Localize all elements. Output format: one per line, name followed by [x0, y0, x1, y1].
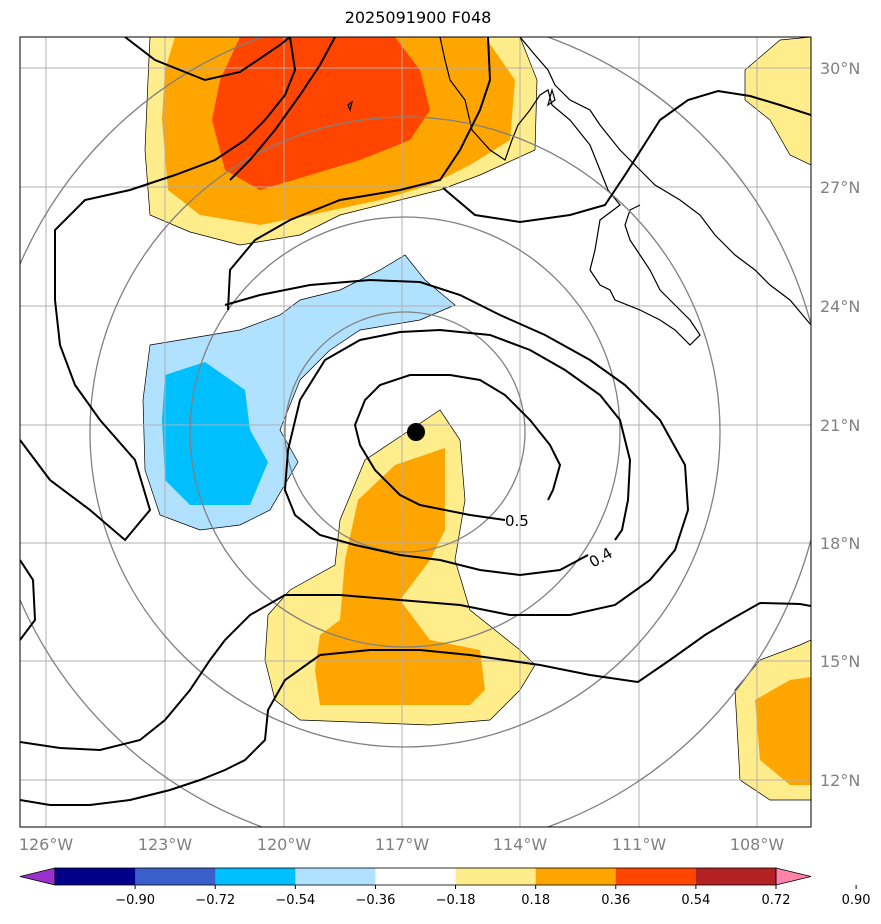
colorbar-segment	[535, 868, 617, 885]
contour-label-0-5: 0.5	[505, 512, 529, 530]
contour-0-5	[353, 374, 562, 521]
colorbar-tick-label: 0.72	[762, 893, 791, 908]
colorbar-segment	[455, 868, 537, 885]
lat-label: 30°N	[820, 59, 860, 78]
distance-rings	[20, 37, 811, 827]
positive-region-northeast	[745, 37, 811, 165]
lon-label: 120°W	[257, 835, 312, 854]
colorbar-segment	[215, 868, 296, 885]
colorbar-segment	[55, 868, 136, 885]
lat-label: 15°N	[820, 652, 860, 671]
colorbar-extend-low	[19, 867, 56, 886]
contour-outer-1	[20, 37, 297, 542]
fill-outlines	[142, 37, 811, 801]
colorbar-tick-label: −0.36	[356, 893, 396, 908]
colorbar: −0.90 −0.72 −0.54 −0.36 −0.18 0.18 0.36 0.54 0.7…	[19, 867, 871, 908]
contour-outer-8	[229, 37, 336, 181]
positive-region-north-strong	[212, 37, 430, 190]
filled-contours	[143, 37, 811, 800]
colorbar-frame	[54, 867, 777, 886]
contour-outer-6	[20, 559, 37, 641]
contour-outer-5	[442, 89, 811, 224]
gridlines	[20, 37, 811, 827]
contour-label-0-4: 0.4	[586, 544, 616, 572]
contour-outer-7	[124, 37, 291, 82]
colorbar-tick-label: −0.54	[275, 893, 315, 908]
colorbar-tick-label: 0.90	[842, 893, 871, 908]
lon-label: 123°W	[138, 835, 193, 854]
lat-label: 21°N	[820, 416, 860, 435]
contours	[20, 37, 811, 806]
lat-label: 18°N	[820, 534, 860, 553]
lat-labels: 30°N 27°N 24°N 21°N 18°N 15°N 12°N	[820, 59, 860, 790]
positive-region-south-medium	[315, 448, 485, 705]
negative-region-west-medium	[162, 362, 268, 505]
lat-label: 24°N	[820, 297, 860, 316]
colorbar-tick-label: −0.72	[195, 893, 235, 908]
coastline	[347, 37, 811, 346]
colorbar-tick-label: −0.18	[436, 893, 476, 908]
storm-center-marker	[407, 423, 425, 441]
lon-label: 117°W	[375, 835, 430, 854]
lon-label: 108°W	[730, 835, 785, 854]
lon-label: 111°W	[612, 835, 667, 854]
lon-label: 126°W	[19, 835, 74, 854]
colorbar-segment	[375, 868, 457, 885]
colorbar-segment	[295, 868, 376, 885]
colorbar-segment	[135, 868, 216, 885]
contour-outer-2	[227, 37, 492, 311]
colorbar-segment	[615, 868, 697, 885]
lon-label: 114°W	[493, 835, 548, 854]
colorbar-tick-label: 0.36	[601, 893, 630, 908]
map-frame	[19, 36, 812, 828]
colorbar-tick-label: 0.18	[521, 893, 550, 908]
positive-region-southeast-medium	[755, 677, 811, 785]
colorbar-tick-label: −0.90	[115, 893, 155, 908]
contour-outer-4	[20, 601, 811, 806]
lon-labels: 126°W 123°W 120°W 117°W 114°W 111°W 108°…	[19, 835, 785, 854]
colorbar-extend-high	[775, 867, 812, 886]
map-plot-area: 0.5 0.4	[20, 37, 811, 827]
colorbar-tick-label: 0.54	[681, 893, 710, 908]
lat-label: 12°N	[820, 771, 860, 790]
lat-label: 27°N	[820, 178, 860, 197]
map-title: 2025091900 F048	[344, 8, 492, 27]
contour-outer-3	[20, 278, 690, 752]
colorbar-segment	[695, 868, 777, 885]
contour-0-4	[283, 328, 632, 577]
